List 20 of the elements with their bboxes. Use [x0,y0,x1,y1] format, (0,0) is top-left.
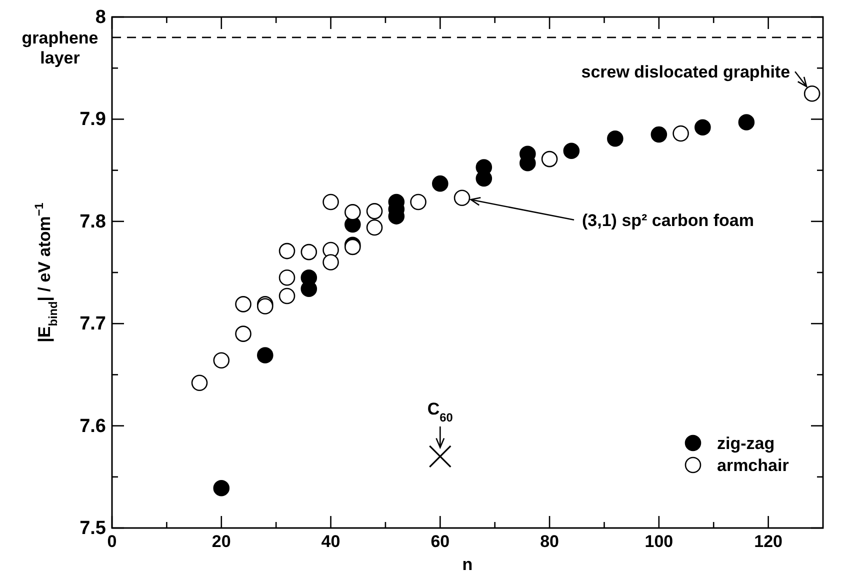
x-tick-label: 0 [107,532,117,551]
x-tick-label: 80 [540,532,559,551]
y-tick-label: 8 [95,7,106,28]
y-tick-label: 7.8 [80,211,106,232]
annotation: screw dislocated graphite [581,62,790,82]
legend-label: zig-zag [717,434,775,453]
x-tick-label: 100 [644,532,674,551]
x-axis-title: n [462,555,473,574]
y-tick-label: 7.7 [80,314,106,335]
annotation: C$_{60}$ [427,399,454,424]
y-tick-label: 7.5 [80,518,106,539]
x-tick-label: 40 [321,532,340,551]
x-tick-label: 60 [430,532,450,551]
annotation: (3,1) sp² carbon foam [582,210,754,230]
ref-line-label: graphene layer [22,28,98,68]
x-tick-label: 120 [754,532,782,551]
x-tick-label: 20 [212,532,231,551]
y-tick-label: 7.9 [80,109,106,130]
y-tick-label: 7.6 [80,416,106,437]
legend-label: armchair [717,456,790,475]
